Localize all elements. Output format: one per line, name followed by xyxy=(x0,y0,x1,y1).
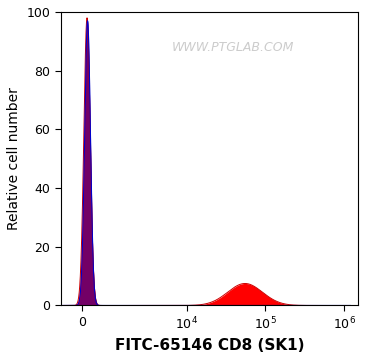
Y-axis label: Relative cell number: Relative cell number xyxy=(7,87,21,230)
X-axis label: FITC-65146 CD8 (SK1): FITC-65146 CD8 (SK1) xyxy=(115,338,304,353)
Text: WWW.PTGLAB.COM: WWW.PTGLAB.COM xyxy=(172,41,295,54)
